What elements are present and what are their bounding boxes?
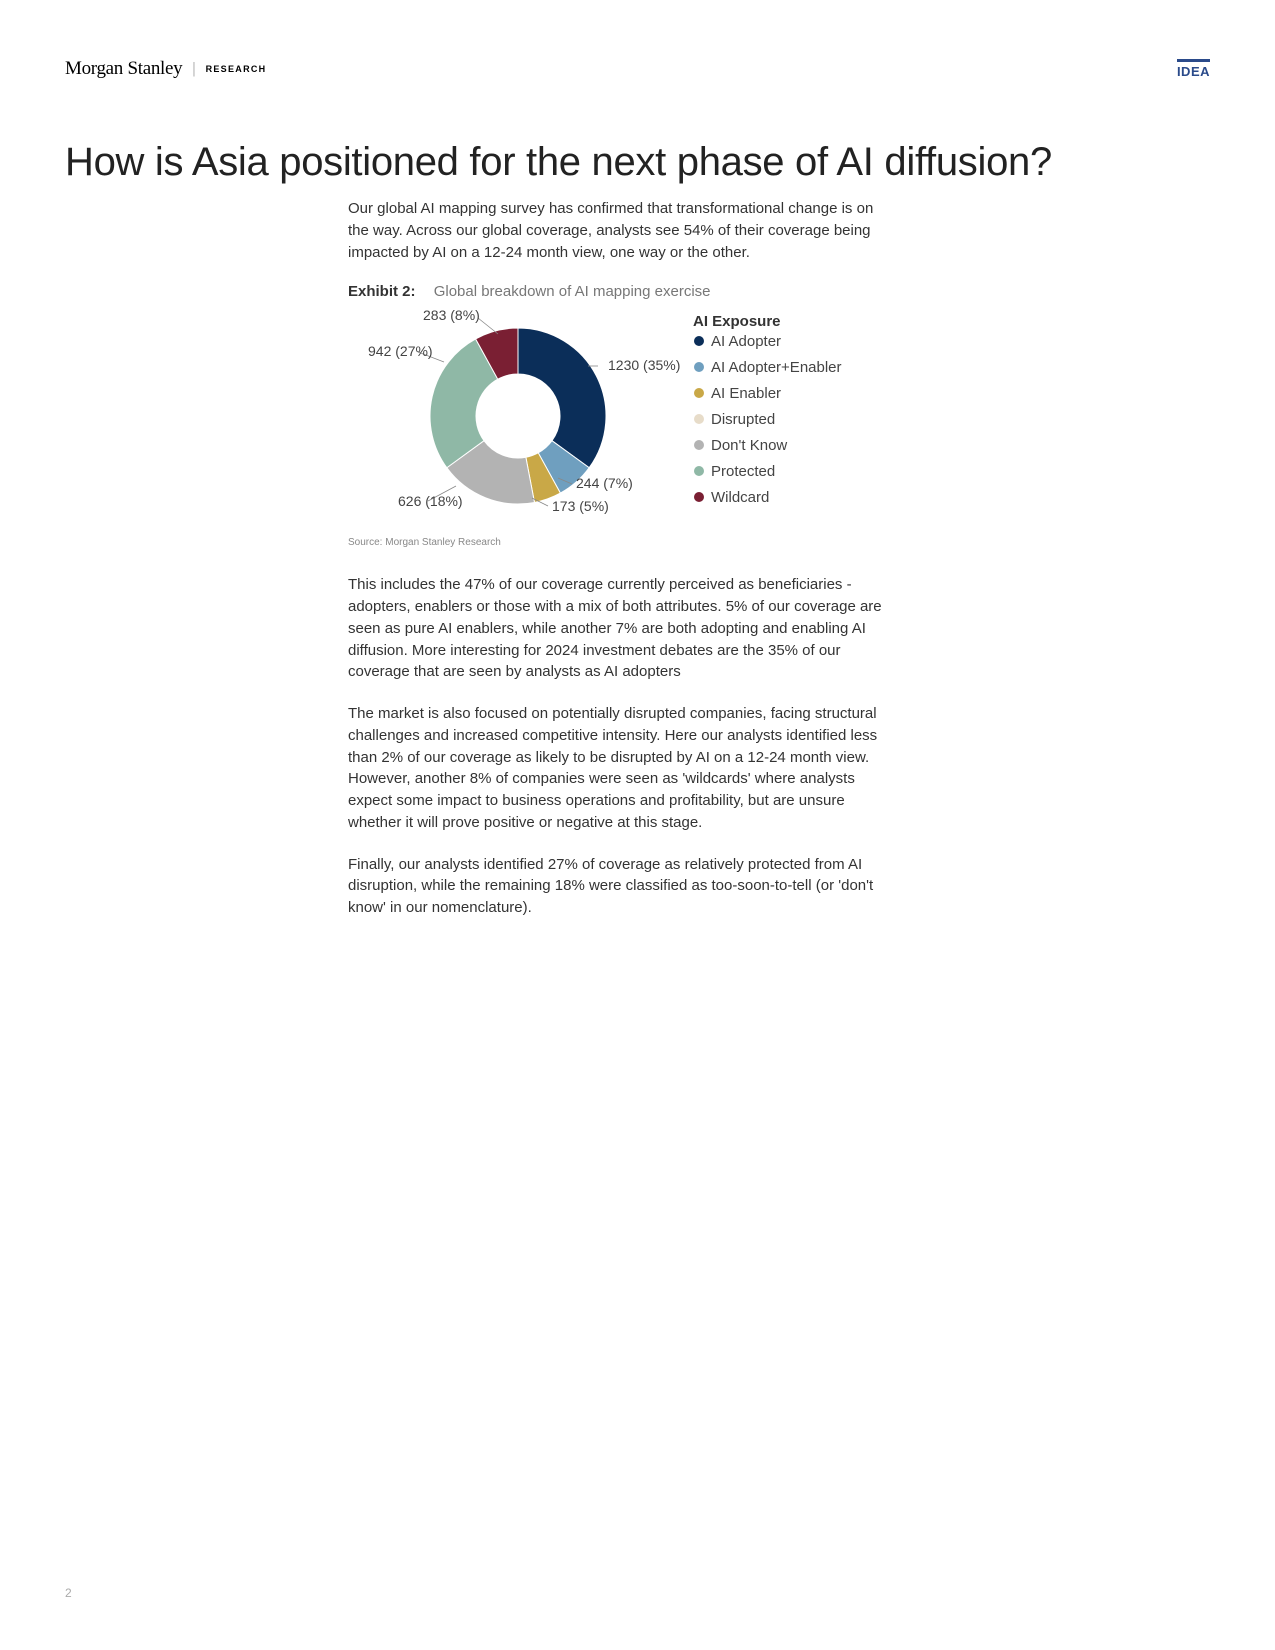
donut-chart: 1230 (35%) 244 (7%) 173 (5%) 626 (18%) 942 (… (348, 306, 888, 531)
intro-paragraph: Our global AI mapping survey has confirm… (348, 198, 883, 263)
exhibit-title: Global breakdown of AI mapping exercise (434, 283, 711, 300)
callout-label: 942 (27%) (368, 343, 433, 359)
callout-label: 244 (7%) (576, 475, 633, 491)
legend-swatch (694, 362, 704, 372)
page-number: 2 (65, 1586, 72, 1600)
legend-swatch (694, 466, 704, 476)
paragraph-2: This includes the 47% of our coverage cu… (348, 574, 883, 683)
legend-label: AI Adopter (711, 333, 781, 350)
legend-swatch (694, 336, 704, 346)
callout-label: 1230 (35%) (608, 357, 680, 373)
brand-name: Morgan Stanley (65, 58, 182, 80)
paragraph-4: Finally, our analysts identified 27% of … (348, 854, 883, 919)
brand-subtitle: RESEARCH (206, 64, 267, 74)
callout-label: 283 (8%) (423, 307, 480, 323)
legend-swatch (694, 492, 704, 502)
donut-slice (518, 328, 606, 468)
callout-leader (478, 318, 498, 334)
exhibit-label: Exhibit 2: Global breakdown of AI mappin… (348, 283, 883, 300)
legend-label: AI Enabler (711, 385, 781, 402)
legend-label: Disrupted (711, 411, 775, 428)
brand-block: Morgan Stanley | RESEARCH (65, 58, 266, 80)
page-header: Morgan Stanley | RESEARCH IDEA (65, 58, 1210, 80)
callout-label: 626 (18%) (398, 493, 463, 509)
chart-source: Source: Morgan Stanley Research (348, 537, 883, 548)
legend-swatch (694, 440, 704, 450)
donut-chart-svg: 1230 (35%) 244 (7%) 173 (5%) 626 (18%) 942 (… (348, 306, 888, 531)
brand-divider: | (192, 60, 195, 78)
exhibit-number: Exhibit 2: (348, 283, 416, 300)
legend-title: AI Exposure (693, 313, 781, 330)
legend-swatch (694, 414, 704, 424)
page-title: How is Asia positioned for the next phas… (65, 140, 1052, 185)
idea-badge: IDEA (1177, 59, 1210, 79)
legend-label: Protected (711, 463, 775, 480)
legend-label: AI Adopter+Enabler (711, 359, 842, 376)
callout-label: 173 (5%) (552, 498, 609, 514)
legend-label: Don't Know (711, 437, 787, 454)
content-column: Our global AI mapping survey has confirm… (348, 198, 883, 939)
legend-label: Wildcard (711, 489, 769, 506)
legend-swatch (694, 388, 704, 398)
paragraph-3: The market is also focused on potentiall… (348, 703, 883, 834)
